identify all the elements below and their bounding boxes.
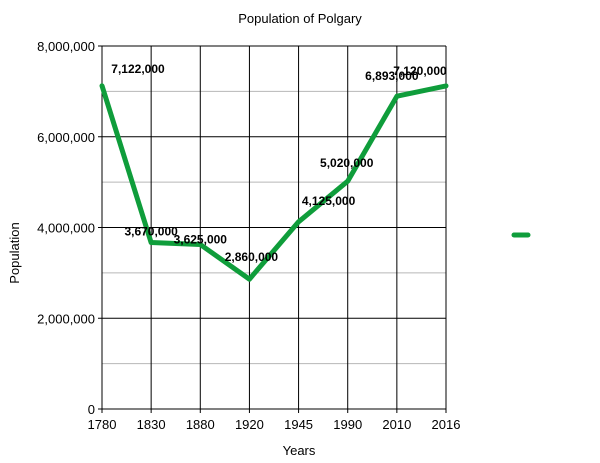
y-tick-label: 4,000,000: [37, 221, 95, 236]
data-label: 5,020,000: [320, 156, 374, 170]
x-tick-label: 1945: [284, 417, 313, 432]
data-label: 2,860,000: [225, 250, 279, 264]
x-tick-label: 1920: [235, 417, 264, 432]
y-tick-label: 2,000,000: [37, 311, 95, 326]
y-tick-label: 0: [88, 402, 95, 417]
data-label: 6,893,000: [365, 69, 419, 83]
data-label: 3,625,000: [174, 233, 228, 247]
data-label: 7,120,000: [393, 64, 447, 78]
data-label: 3,670,000: [124, 224, 178, 238]
series-line: [99, 83, 449, 282]
series-line-group: [99, 83, 449, 282]
data-label: 4,125,000: [302, 194, 356, 208]
y-tick-label: 6,000,000: [37, 130, 95, 145]
y-tick-label: 8,000,000: [37, 39, 95, 54]
x-axis-ticks: 1780 1830 1880 1920 1945 1990 2010 2016: [88, 417, 461, 432]
x-tick-label: 1880: [186, 417, 215, 432]
y-axis-ticks: 0 2,000,000 4,000,000 6,000,000 8,000,000: [37, 39, 95, 417]
data-label: 7,122,000: [111, 62, 165, 76]
grid: [98, 45, 447, 413]
x-tick-label: 1780: [88, 417, 117, 432]
chart-title: Population of Polgary: [238, 11, 362, 26]
x-tick-label: 1990: [333, 417, 362, 432]
x-axis-label: Years: [283, 443, 316, 458]
y-axis-label: Population: [7, 222, 22, 283]
x-tick-label: 1830: [137, 417, 166, 432]
x-tick-label: 2016: [432, 417, 461, 432]
x-tick-label: 2010: [382, 417, 411, 432]
